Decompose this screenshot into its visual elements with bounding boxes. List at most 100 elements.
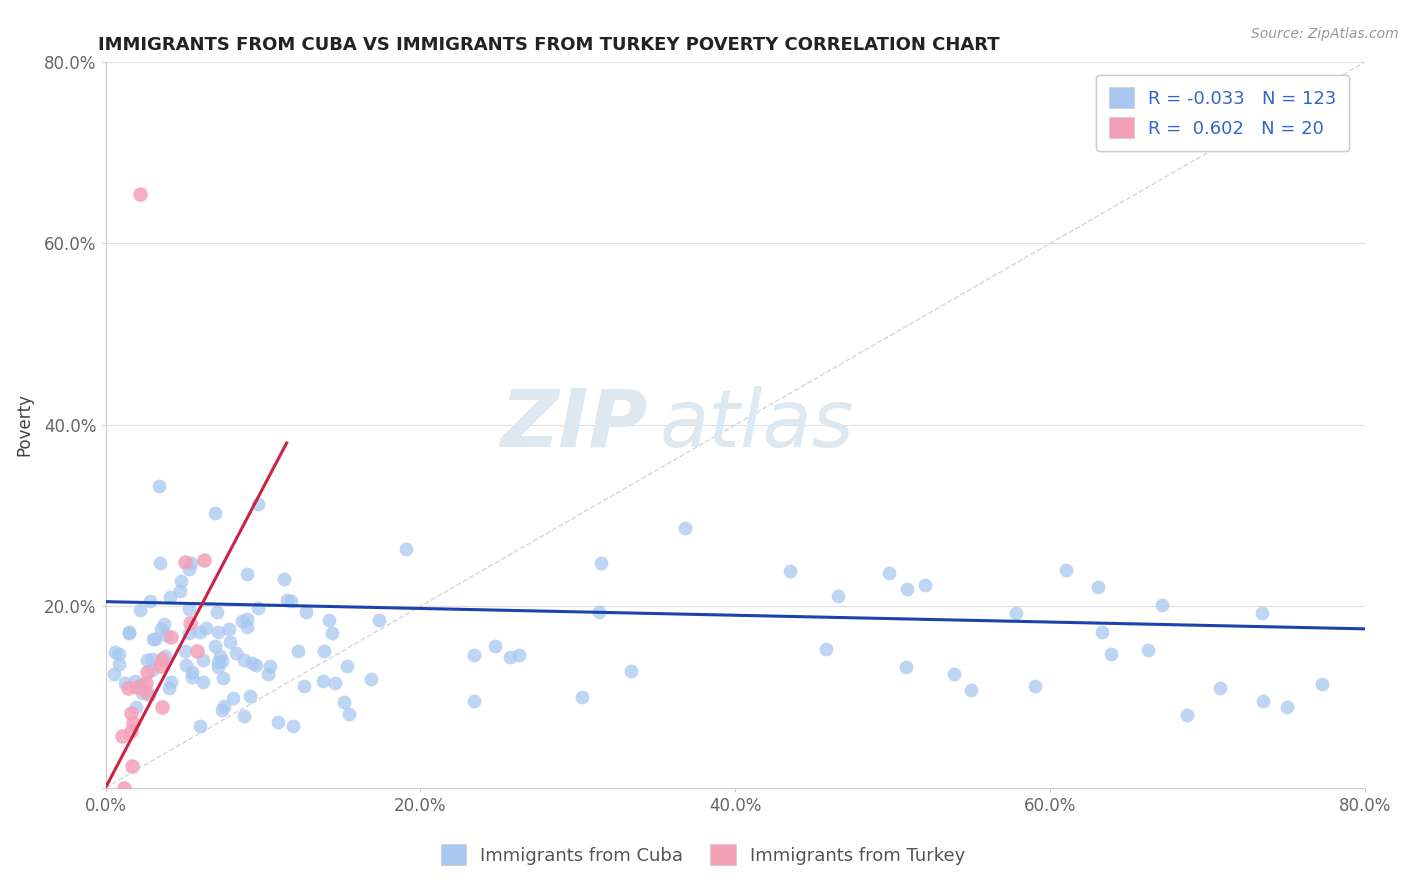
Point	[318, 613, 340, 627]
Point	[139, 594, 162, 608]
Point	[174, 658, 197, 673]
Point	[179, 602, 201, 616]
Point	[484, 639, 506, 653]
Point	[591, 556, 613, 570]
Point	[180, 665, 202, 679]
Point	[125, 700, 148, 714]
Point	[225, 646, 247, 660]
Text: atlas: atlas	[659, 386, 855, 464]
Point	[273, 572, 295, 586]
Point	[179, 615, 201, 630]
Point	[174, 555, 197, 569]
Point	[174, 644, 197, 658]
Point	[222, 690, 245, 705]
Point	[179, 625, 201, 640]
Point	[1310, 676, 1333, 690]
Point	[150, 652, 173, 666]
Point	[1091, 625, 1114, 640]
Point	[287, 643, 309, 657]
Point	[112, 780, 135, 795]
Point	[231, 614, 253, 628]
Point	[148, 479, 170, 493]
Point	[395, 541, 418, 556]
Point	[191, 653, 214, 667]
Text: Source: ZipAtlas.com: Source: ZipAtlas.com	[1251, 27, 1399, 41]
Point	[1054, 563, 1077, 577]
Legend: R = -0.033   N = 123, R =  0.602   N = 20: R = -0.033 N = 123, R = 0.602 N = 20	[1097, 75, 1350, 151]
Point	[186, 644, 208, 658]
Point	[209, 648, 232, 663]
Point	[267, 715, 290, 730]
Point	[149, 659, 172, 673]
Point	[188, 625, 211, 640]
Point	[117, 681, 139, 695]
Point	[118, 624, 141, 639]
Point	[190, 718, 212, 732]
Point	[240, 656, 263, 670]
Point	[135, 684, 157, 698]
Point	[207, 656, 229, 670]
Point	[588, 605, 610, 619]
Point	[1209, 681, 1232, 695]
Legend: Immigrants from Cuba, Immigrants from Turkey: Immigrants from Cuba, Immigrants from Tu…	[432, 835, 974, 874]
Point	[257, 667, 280, 681]
Point	[236, 612, 259, 626]
Point	[131, 686, 153, 700]
Point	[103, 667, 125, 681]
Point	[245, 657, 267, 672]
Point	[247, 601, 270, 615]
Point	[814, 641, 837, 656]
Y-axis label: Poverty: Poverty	[15, 393, 32, 457]
Point	[337, 706, 360, 721]
Point	[121, 759, 143, 773]
Point	[1150, 599, 1173, 613]
Point	[959, 682, 981, 697]
Point	[153, 648, 176, 663]
Point	[283, 719, 305, 733]
Point	[204, 506, 226, 520]
Point	[138, 688, 160, 702]
Point	[107, 648, 129, 662]
Point	[232, 652, 254, 666]
Point	[280, 593, 302, 607]
Point	[104, 645, 127, 659]
Point	[179, 562, 201, 576]
Point	[295, 605, 318, 619]
Point	[142, 632, 165, 646]
Point	[111, 729, 134, 743]
Point	[170, 574, 193, 588]
Point	[207, 625, 229, 640]
Point	[236, 567, 259, 582]
Point	[160, 674, 183, 689]
Point	[160, 630, 183, 644]
Point	[1136, 643, 1159, 657]
Point	[129, 186, 152, 201]
Point	[157, 681, 180, 695]
Point	[312, 644, 335, 658]
Point	[211, 703, 233, 717]
Point	[150, 700, 173, 714]
Point	[121, 716, 143, 731]
Point	[312, 673, 335, 688]
Point	[169, 583, 191, 598]
Point	[571, 690, 593, 704]
Point	[508, 648, 530, 662]
Point	[879, 566, 901, 581]
Point	[292, 679, 315, 693]
Point	[1250, 606, 1272, 620]
Point	[135, 665, 157, 679]
Point	[149, 557, 172, 571]
Point	[1275, 700, 1298, 714]
Point	[218, 622, 240, 636]
Point	[333, 695, 356, 709]
Point	[180, 556, 202, 570]
Point	[499, 650, 522, 665]
Point	[368, 613, 391, 627]
Point	[212, 698, 235, 713]
Point	[1253, 694, 1275, 708]
Point	[259, 659, 281, 673]
Point	[180, 670, 202, 684]
Point	[896, 582, 918, 597]
Point	[321, 626, 343, 640]
Point	[204, 639, 226, 653]
